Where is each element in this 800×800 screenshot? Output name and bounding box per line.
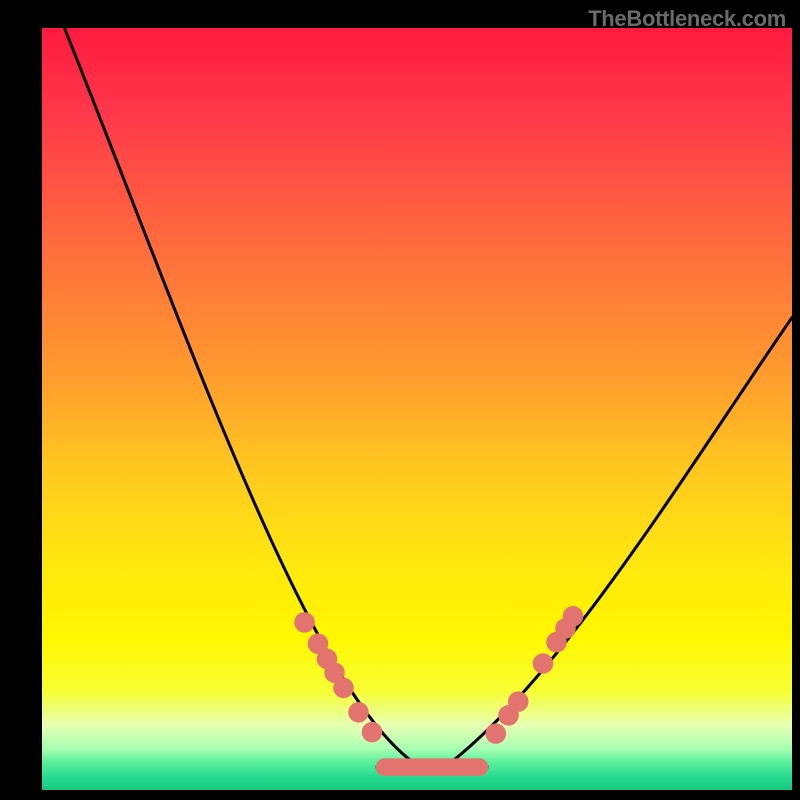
marker-dot <box>333 678 354 699</box>
valley-bar <box>376 758 489 776</box>
marker-dot <box>533 653 554 674</box>
plot-background <box>42 28 792 790</box>
marker-dot <box>362 722 383 743</box>
marker-dot <box>348 702 369 723</box>
marker-dot <box>508 691 529 712</box>
watermark-text: TheBottleneck.com <box>588 6 786 32</box>
marker-dot <box>485 723 506 744</box>
chart-stage: TheBottleneck.com <box>0 0 800 800</box>
marker-dot <box>563 606 584 627</box>
chart-svg <box>0 0 800 800</box>
marker-dot <box>294 612 315 633</box>
